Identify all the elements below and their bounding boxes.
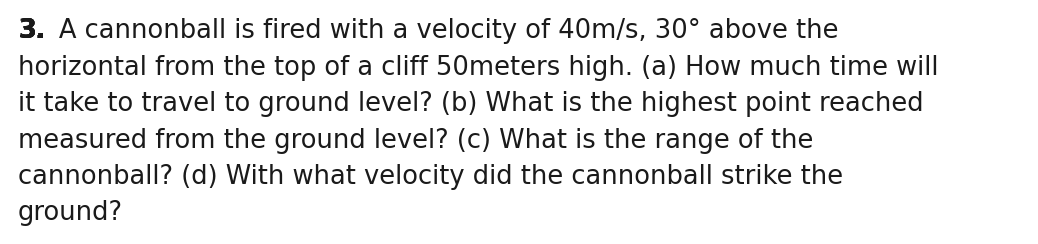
Text: 3.: 3. (18, 18, 46, 44)
Text: 3.: 3. (18, 18, 46, 44)
Text: it take to travel to ground level? (b) What is the highest point reached: it take to travel to ground level? (b) W… (18, 91, 924, 117)
Text: 3.  A cannonball is fired with a velocity of 40m/s, 30° above the: 3. A cannonball is fired with a velocity… (18, 18, 839, 44)
Text: 3.  A cannonball is fired with a velocity of 40m/s, 30° above the: 3. A cannonball is fired with a velocity… (18, 18, 839, 44)
Text: cannonball? (d) With what velocity did the cannonball strike the: cannonball? (d) With what velocity did t… (18, 164, 843, 190)
Text: 3.  A cannonball is fired with a velocity of 40m/s, 30° above the: 3. A cannonball is fired with a velocity… (18, 18, 839, 44)
Text: horizontal from the top of a cliff 50meters high. (a) How much time will: horizontal from the top of a cliff 50met… (18, 54, 938, 81)
Text: ground?: ground? (18, 201, 122, 226)
Text: 3.: 3. (18, 18, 46, 44)
Text: measured from the ground level? (c) What is the range of the: measured from the ground level? (c) What… (18, 128, 814, 153)
Text: 3.: 3. (18, 18, 46, 44)
